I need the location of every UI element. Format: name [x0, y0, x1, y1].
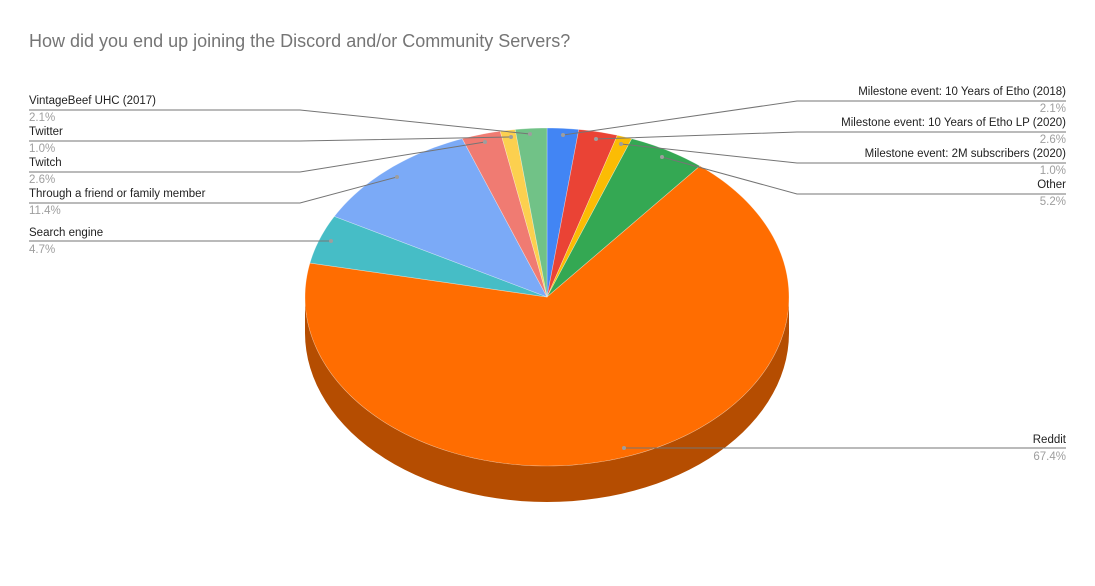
label-milestone-2018: Milestone event: 10 Years of Etho (2018)… [858, 85, 1066, 116]
chart-title: How did you end up joining the Discord a… [29, 31, 571, 51]
label-name: Twitter [29, 126, 63, 138]
label-twitter: Twitter 1.0% [29, 125, 63, 156]
label-name: Milestone event: 2M subscribers (2020) [864, 148, 1066, 160]
pie-slice[interactable] [546, 127, 580, 298]
label-percent: 1.0% [1039, 165, 1066, 177]
label-percent: 4.7% [29, 244, 56, 256]
label-name: Through a friend or family member [29, 188, 206, 200]
label-other: Other 5.2% [1037, 178, 1066, 209]
label-percent: 2.6% [1039, 134, 1066, 146]
label-percent: 2.6% [29, 174, 56, 186]
callout-line [620, 143, 1066, 164]
callout-line [29, 141, 486, 173]
label-name: Reddit [1032, 434, 1066, 446]
label-name: Twitch [29, 157, 62, 169]
callout-line [661, 156, 1066, 195]
callout-line [562, 100, 1066, 136]
callout-dot [622, 446, 626, 450]
label-vintagebeef: VintageBeef UHC (2017) 2.1% [29, 94, 156, 125]
callout-dot [561, 133, 565, 137]
callout-dot [528, 132, 532, 136]
callout-dot [483, 140, 487, 144]
label-percent: 2.1% [29, 112, 56, 124]
label-percent: 67.4% [1033, 451, 1066, 463]
pie-slice[interactable] [309, 215, 548, 298]
pie-slice[interactable] [514, 127, 548, 298]
pie-slice[interactable] [304, 165, 790, 467]
callout-dot [329, 239, 333, 243]
callout-dot [395, 175, 399, 179]
label-name: Milestone event: 10 Years of Etho (2018) [858, 86, 1066, 98]
callout-dot [509, 135, 513, 139]
pie-slice[interactable] [546, 138, 701, 298]
label-name: Other [1037, 179, 1066, 191]
label-reddit: Reddit 67.4% [1033, 433, 1066, 464]
callout-line [29, 136, 512, 142]
callout-dot [594, 137, 598, 141]
label-search-engine: Search engine 4.7% [29, 226, 103, 257]
label-milestone-2m: Milestone event: 2M subscribers (2020) 1… [865, 147, 1066, 178]
label-name: Milestone event: 10 Years of Etho LP (20… [841, 117, 1066, 129]
label-name: VintageBeef UHC (2017) [29, 95, 156, 107]
callout-dot [660, 155, 664, 159]
callout-line [29, 109, 531, 135]
callout-line [29, 176, 398, 204]
label-twitch: Twitch 2.6% [29, 156, 62, 187]
label-percent: 1.0% [29, 143, 56, 155]
label-milestone-lp-2020: Milestone event: 10 Years of Etho LP (20… [841, 116, 1066, 147]
label-friend: Through a friend or family member 11.4% [29, 187, 205, 218]
label-name: Search engine [29, 227, 104, 239]
pie-slice[interactable] [333, 138, 548, 298]
pie-slice[interactable] [546, 129, 618, 298]
label-percent: 2.1% [1039, 103, 1066, 115]
label-percent: 11.4% [29, 205, 61, 217]
pie-slice-side [305, 297, 789, 502]
callout-line [595, 131, 1066, 140]
label-percent: 5.2% [1039, 196, 1066, 208]
callout-dot [619, 142, 623, 146]
